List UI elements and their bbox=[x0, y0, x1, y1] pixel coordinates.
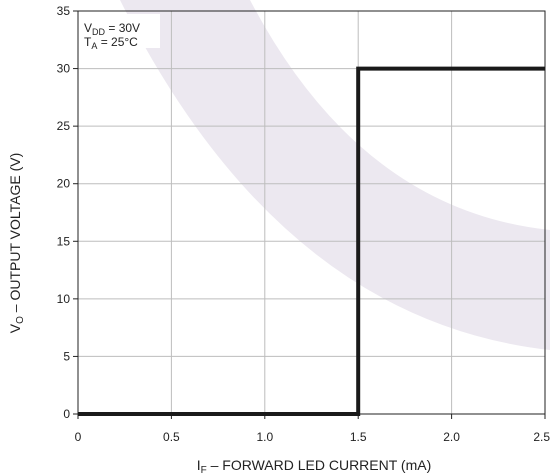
y-tick-label: 15 bbox=[57, 234, 71, 248]
x-tick-label: 0.5 bbox=[163, 430, 180, 444]
annotation-vdd-sub: DD bbox=[92, 27, 105, 37]
watermark-arc bbox=[120, 0, 550, 350]
x-axis-label-main: I bbox=[197, 457, 201, 473]
x-tick-label: 1.0 bbox=[256, 430, 273, 444]
annotation-ta-sub: A bbox=[91, 41, 97, 51]
annotation-background bbox=[80, 14, 160, 48]
x-tick-label: 0 bbox=[75, 430, 82, 444]
series-line bbox=[78, 66, 545, 416]
x-tick-label: 1.5 bbox=[350, 430, 367, 444]
series bbox=[78, 66, 545, 416]
x-axis-label: IF – FORWARD LED CURRENT (mA) bbox=[197, 457, 432, 476]
annotation-vdd: VDD = 30V bbox=[84, 21, 140, 37]
y-axis-label-rest: – OUTPUT VOLTAGE (V) bbox=[7, 153, 23, 316]
x-tick-label: 2.0 bbox=[443, 430, 460, 444]
annotation-ta-rest: = 25°C bbox=[97, 35, 138, 49]
y-axis-label-main: V bbox=[7, 323, 23, 333]
x-tick-labels: 0 0.5 1.0 1.5 2.0 2.5 bbox=[75, 414, 550, 444]
annotation-vdd-main: V bbox=[84, 21, 92, 35]
y-tick-labels: 0 5 10 15 20 25 30 35 bbox=[57, 4, 78, 421]
y-tick-label: 5 bbox=[63, 349, 70, 363]
y-tick-label: 10 bbox=[57, 292, 71, 306]
annotation-ta: TA = 25°C bbox=[84, 35, 138, 51]
annotation-vdd-rest: = 30V bbox=[105, 21, 140, 35]
y-tick-label: 0 bbox=[63, 407, 70, 421]
annotation-box: VDD = 30V TA = 25°C bbox=[80, 14, 160, 51]
y-tick-label: 25 bbox=[57, 119, 71, 133]
x-axis-label-rest: – FORWARD LED CURRENT (mA) bbox=[207, 457, 432, 473]
watermark-band bbox=[120, 0, 550, 350]
y-tick-label: 35 bbox=[57, 4, 71, 18]
annotation-ta-main: T bbox=[84, 35, 92, 49]
y-axis-label-sub: O bbox=[15, 316, 26, 324]
y-tick-label: 30 bbox=[57, 62, 71, 76]
y-axis-label: VO – OUTPUT VOLTAGE (V) bbox=[7, 153, 26, 333]
x-tick-label: 2.5 bbox=[533, 430, 550, 444]
y-tick-label: 20 bbox=[57, 177, 71, 191]
x-axis-label-sub: F bbox=[201, 465, 207, 476]
